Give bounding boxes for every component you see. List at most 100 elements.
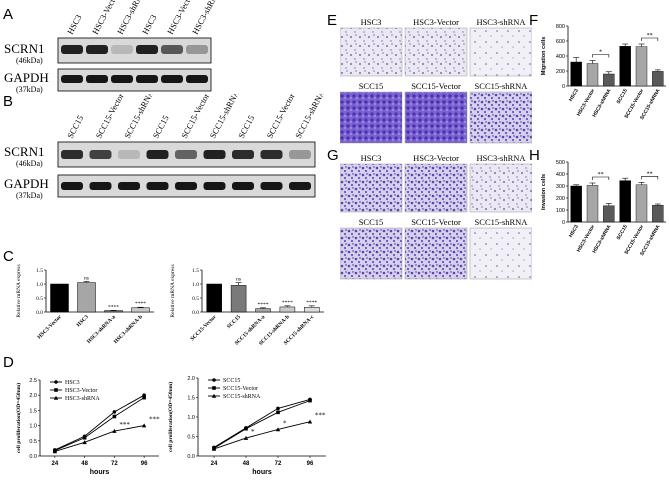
marker-triangle xyxy=(82,440,87,445)
blot-band-gapdh xyxy=(186,75,208,83)
transwell-e-label-6: SCC15-shRNA xyxy=(475,81,529,91)
y-tick-label: 0.0 xyxy=(29,454,37,460)
transwell-g-label-3: HSC3-shRNA xyxy=(476,153,526,163)
marker-circle xyxy=(54,380,58,384)
y-tick-label: 0.0 xyxy=(187,454,195,460)
blot-band-gapdh xyxy=(61,182,83,190)
panel-label-g: G xyxy=(327,147,339,164)
legend-label: SCC15-shRNA xyxy=(223,394,261,400)
significance-label: * xyxy=(251,428,255,436)
blot-lane-label: HSC3 xyxy=(65,13,84,36)
bar xyxy=(570,185,582,223)
significance-label: **** xyxy=(306,300,317,306)
significance-label: * xyxy=(283,419,287,427)
blot-band-scrn1 xyxy=(203,150,226,159)
y-tick-label: 1.0 xyxy=(29,424,37,430)
y-axis-label: Migration cells xyxy=(541,37,547,76)
marker-triangle xyxy=(112,428,117,433)
blot-lane-label: SCC15 xyxy=(150,114,170,140)
transwell-g-row2: SCC15 SCC15-Vector SCC15-shRNA xyxy=(340,217,532,280)
significance-bracket xyxy=(592,176,610,180)
y-tick-label: 1.5 xyxy=(29,408,37,414)
x-tick-label: HSC3 xyxy=(568,88,580,103)
blot-a-protein-kda: (46kDa) xyxy=(16,56,43,65)
significance-label: **** xyxy=(282,300,293,306)
x-tick-label: 24 xyxy=(52,461,59,467)
x-tick-label: 48 xyxy=(243,461,250,467)
blot-band-gapdh xyxy=(111,75,133,83)
marker-square xyxy=(308,398,312,403)
y-tick-label: 1.5 xyxy=(36,268,43,274)
significance-label: *** xyxy=(315,412,326,420)
y-tick-label: 2.0 xyxy=(187,376,195,382)
blot-band-scrn1 xyxy=(118,150,140,159)
panel-label-a: A xyxy=(3,6,14,23)
marker-square xyxy=(244,426,248,431)
significance-label: ** xyxy=(647,171,653,177)
marker-square xyxy=(142,395,146,400)
transwell-g-image-hsc3-vector xyxy=(404,163,468,213)
blot-band-gapdh xyxy=(232,182,254,190)
bar xyxy=(603,73,615,87)
marker-square xyxy=(212,386,216,390)
blot-lane-label: SCC15-Vector xyxy=(93,94,125,140)
blot-band-gapdh xyxy=(61,75,83,83)
y-tick-label: 0 xyxy=(562,84,565,90)
bar xyxy=(652,205,664,223)
x-tick-label: 72 xyxy=(111,461,118,467)
x-tick-label: 48 xyxy=(81,461,88,467)
blot-band-scrn1 xyxy=(86,45,108,54)
blot-lane-label: SCC15 xyxy=(65,114,85,140)
blot-band-scrn1 xyxy=(289,150,311,159)
bar xyxy=(104,310,123,313)
blot-lane-label: SCC15 xyxy=(236,114,256,140)
panel-label-c: C xyxy=(3,248,14,265)
panel-label-d: D xyxy=(3,354,14,371)
significance-label: ns xyxy=(84,275,89,281)
blot-lane-label: SCC15-Vector xyxy=(264,94,296,140)
chart-d-right: 0.0 0.5 1.0 1.5 2.0 24 48 72 96 hours cell prolife… xyxy=(167,376,326,476)
series-line xyxy=(213,399,311,448)
x-tick-label: HSC3-shRNA-b xyxy=(113,314,144,345)
blot-band-scrn1 xyxy=(111,45,133,54)
blot-band-scrn1 xyxy=(61,150,83,159)
transwell-g-row1: HSC3 HSC3-Vector HSC3-shRNA xyxy=(340,153,532,213)
transwell-e-label-5: SCC15-Vector xyxy=(411,81,461,91)
marker-triangle xyxy=(141,423,147,428)
legend-label: HSC3-Vector xyxy=(65,388,97,394)
y-tick-label: 0.0 xyxy=(192,310,199,316)
bar xyxy=(603,205,615,223)
series-line xyxy=(54,394,145,451)
significance-bracket xyxy=(641,37,659,41)
significance-label: **** xyxy=(258,302,269,308)
marker-square xyxy=(54,388,58,392)
marker-triangle xyxy=(211,446,217,451)
transwell-e-label-1: HSC3 xyxy=(361,17,382,27)
x-tick-label: HSC3 xyxy=(76,314,90,328)
blot-band-gapdh xyxy=(161,75,183,83)
blot-b-protein-label: SCRN1 xyxy=(4,144,44,159)
blot-band-scrn1 xyxy=(136,45,158,54)
x-tick-label: HSC3-Vector xyxy=(37,314,64,341)
marker-triangle xyxy=(52,449,58,454)
transwell-e-image-scc15-shrna xyxy=(469,91,532,144)
y-tick-label: 400 xyxy=(556,54,565,60)
series-line xyxy=(213,400,311,449)
transwell-invasion-g: HSC3 HSC3-Vector HSC3-shRNA SCC15 SCC15-… xyxy=(340,153,532,280)
transwell-g-image-hsc3 xyxy=(340,163,403,213)
panel-label-e: E xyxy=(327,12,338,29)
significance-label: **** xyxy=(135,301,146,307)
series-line xyxy=(54,397,145,451)
marker-triangle xyxy=(243,435,249,440)
x-tick-label: 24 xyxy=(211,461,218,467)
blot-a-gapdh-membrane xyxy=(57,68,212,92)
transwell-e-row2: SCC15 SCC15-Vector SCC15-shRNA xyxy=(340,81,532,144)
blot-band-gapdh xyxy=(260,182,283,190)
y-tick-label: 800 xyxy=(556,24,565,30)
bar xyxy=(206,283,222,313)
significance-bracket xyxy=(641,176,659,180)
x-tick-label: SCC15 xyxy=(616,224,629,241)
